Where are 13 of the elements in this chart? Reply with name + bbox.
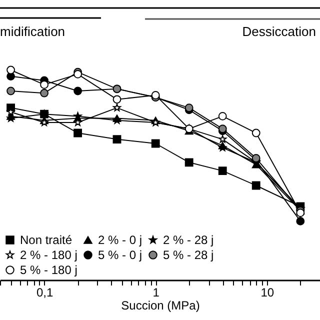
x-tick-label: 10 (260, 286, 274, 300)
legend-label: 2 % - 0 j (98, 233, 142, 247)
legend-label: 2 % - 180 j (20, 248, 78, 262)
x-tick-label: 0,1 (36, 286, 54, 300)
legend-label: 5 % - 0 j (98, 248, 142, 262)
x-axis-title: Succion (MPa) (121, 298, 200, 312)
legend-label: 5 % - 28 j (163, 248, 214, 262)
legend-label: 5 % - 180 j (20, 263, 78, 277)
text: midification (0, 24, 66, 39)
legend-label: Non traité (20, 233, 72, 247)
text: Dessiccation (242, 24, 316, 39)
x-tick-label: 1 (152, 286, 160, 300)
legend-label: 2 % - 28 j (163, 233, 214, 247)
